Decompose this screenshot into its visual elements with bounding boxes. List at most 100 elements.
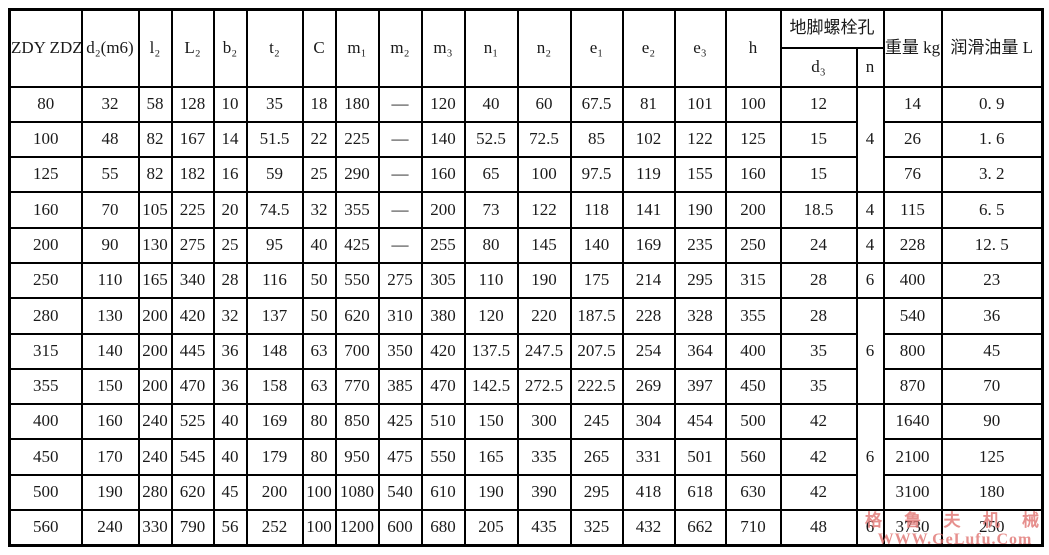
column-header-b2: b₂ xyxy=(212,8,248,88)
cell: 250 xyxy=(724,226,782,264)
cell: 225 xyxy=(170,191,215,229)
cell: 190 xyxy=(80,473,140,512)
cell: 1200 xyxy=(334,509,380,547)
cell: 550 xyxy=(420,438,466,476)
cell: 190 xyxy=(463,473,519,512)
cell: 130 xyxy=(137,226,173,264)
cell: 90 xyxy=(80,226,140,264)
cell-bolt-count: 4 xyxy=(855,191,885,229)
cell: 155 xyxy=(673,156,727,194)
cell: 420 xyxy=(170,297,215,335)
column-header-t2: t₂ xyxy=(245,8,304,88)
cell: 470 xyxy=(170,367,215,406)
cell: 950 xyxy=(334,438,380,476)
cell: 390 xyxy=(516,473,572,512)
cell: — xyxy=(377,226,423,264)
cell-weight: 1640 xyxy=(882,403,943,441)
cell: 454 xyxy=(673,403,727,441)
cell: 58 xyxy=(137,85,173,123)
cell: 24 xyxy=(779,226,858,264)
cell: 187.5 xyxy=(569,297,624,335)
cell: 120 xyxy=(420,85,466,123)
cell: 214 xyxy=(621,261,676,300)
cell: 235 xyxy=(673,226,727,264)
cell: 65 xyxy=(463,156,519,194)
cell: 228 xyxy=(621,297,676,335)
cell: 240 xyxy=(137,438,173,476)
cell: 59 xyxy=(245,156,304,194)
cell: 350 xyxy=(377,332,423,370)
column-header-d2: d₂(m6) xyxy=(80,8,140,88)
cell: 207.5 xyxy=(569,332,624,370)
cell: 240 xyxy=(80,509,140,547)
cell: 95 xyxy=(245,226,304,264)
cell: — xyxy=(377,85,423,123)
cell: 137 xyxy=(245,297,304,335)
cell: 137.5 xyxy=(463,332,519,370)
cell: 220 xyxy=(516,297,572,335)
cell: 275 xyxy=(377,261,423,300)
cell: 28 xyxy=(779,297,858,335)
cell: 158 xyxy=(245,367,304,406)
cell: 63 xyxy=(301,367,337,406)
cell: 550 xyxy=(334,261,380,300)
cell: 73 xyxy=(463,191,519,229)
cell: 170 xyxy=(80,438,140,476)
cell-oil: 90 xyxy=(940,403,1044,441)
cell: 630 xyxy=(724,473,782,512)
cell: 48 xyxy=(80,120,140,159)
cell: 525 xyxy=(170,403,215,441)
column-header-oil: 润滑油量 L xyxy=(940,8,1044,88)
cell-oil: 23 xyxy=(940,261,1044,300)
cell: 40 xyxy=(463,85,519,123)
cell: 254 xyxy=(621,332,676,370)
cell: 397 xyxy=(673,367,727,406)
cell-model: 80 xyxy=(8,85,83,123)
column-header-weight: 重量 kg xyxy=(882,8,943,88)
cell: 141 xyxy=(621,191,676,229)
cell: 175 xyxy=(569,261,624,300)
cell: 18.5 xyxy=(779,191,858,229)
cell: 325 xyxy=(569,509,624,547)
table-row: 200 90 130 275 25 95 40 425—255 80 145 140 169 235 25… xyxy=(8,226,1044,264)
cell: 85 xyxy=(569,120,624,159)
table-row: 100 48 82 167 14 51.5 22 225—140 52.5 72.5 85 102 12… xyxy=(8,120,1044,159)
cell: 100 xyxy=(516,156,572,194)
cell: 100 xyxy=(301,509,337,547)
cell: 45 xyxy=(212,473,248,512)
cell: 122 xyxy=(673,120,727,159)
cell: 265 xyxy=(569,438,624,476)
cell: 470 xyxy=(420,367,466,406)
cell: 70 xyxy=(80,191,140,229)
cell: 50 xyxy=(301,297,337,335)
cell: 245 xyxy=(569,403,624,441)
cell: 364 xyxy=(673,332,727,370)
cell: 510 xyxy=(420,403,466,441)
cell-bolt-count: 6 xyxy=(855,509,885,547)
cell: 80 xyxy=(463,226,519,264)
column-header-e2: e₂ xyxy=(621,8,676,88)
cell-weight: 26 xyxy=(882,120,943,159)
cell: 179 xyxy=(245,438,304,476)
cell: 275 xyxy=(170,226,215,264)
cell: 82 xyxy=(137,156,173,194)
cell-oil: 250 xyxy=(940,509,1044,547)
cell: 42 xyxy=(779,438,858,476)
cell: 12 xyxy=(779,85,858,123)
cell-model: 200 xyxy=(8,226,83,264)
cell-weight: 3730 xyxy=(882,509,943,547)
cell: 200 xyxy=(137,297,173,335)
cell: 56 xyxy=(212,509,248,547)
cell-oil: 6. 5 xyxy=(940,191,1044,229)
cell: 545 xyxy=(170,438,215,476)
spec-table: ZDY ZDZ d₂(m6) l₂ L₂ b₂ t₂ C m₁ m₂ m₃ n₁… xyxy=(8,8,1044,547)
cell: 169 xyxy=(245,403,304,441)
cell: 40 xyxy=(212,438,248,476)
column-header-e1: e₁ xyxy=(569,8,624,88)
cell-weight: 870 xyxy=(882,367,943,406)
cell: 200 xyxy=(245,473,304,512)
table-row: 355 150 200 470 36 158 63 770 385 470 142.5 272.5 22… xyxy=(8,367,1044,406)
cell: 10 xyxy=(212,85,248,123)
cell-bolt-count: 6 xyxy=(855,403,885,512)
cell: 28 xyxy=(779,261,858,300)
